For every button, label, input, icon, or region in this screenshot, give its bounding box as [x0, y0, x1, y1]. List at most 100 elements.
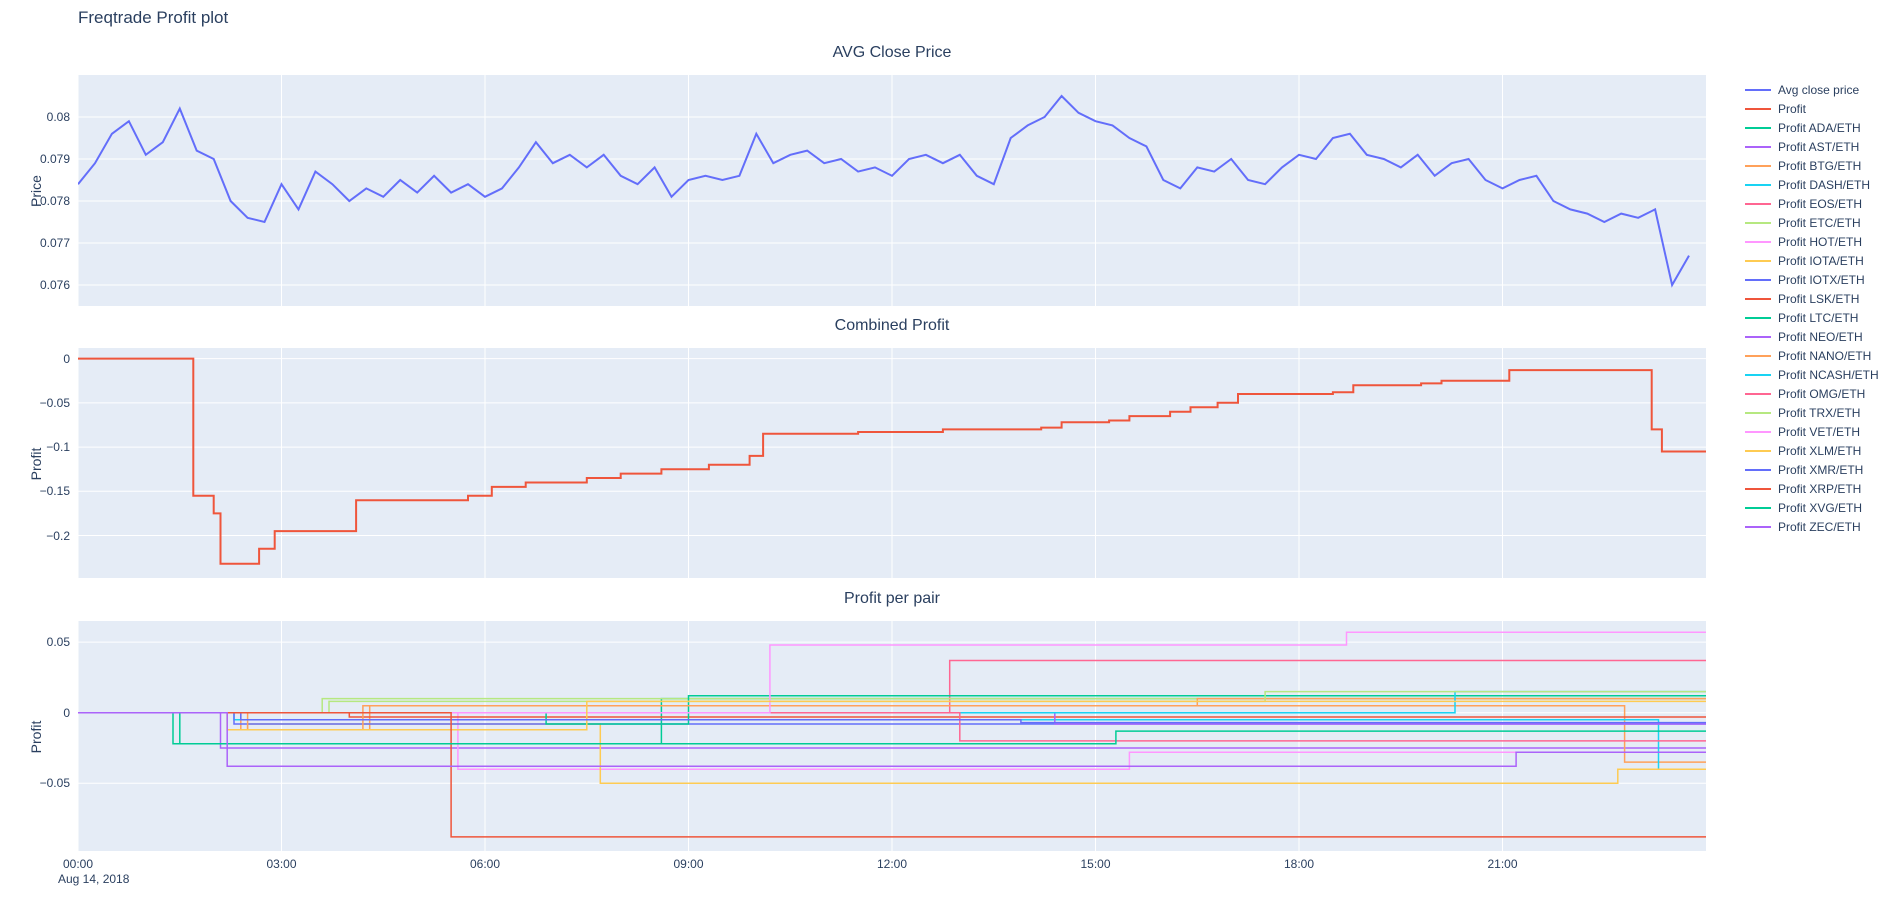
- series-profit-xrp-eth: [78, 711, 1706, 838]
- legend-label: Profit EOS/ETH: [1778, 196, 1863, 211]
- legend-line-swatch: [1745, 373, 1771, 376]
- legend-item-profit-xlm-eth[interactable]: Profit XLM/ETH: [1745, 441, 1895, 460]
- legend-line-swatch: [1745, 354, 1771, 357]
- x-tick-label: 03:00: [266, 857, 297, 871]
- legend-item-profit-ada-eth[interactable]: Profit ADA/ETH: [1745, 118, 1895, 137]
- legend-line-swatch: [1745, 164, 1771, 167]
- legend-item-profit-trx-eth[interactable]: Profit TRX/ETH: [1745, 403, 1895, 422]
- combined-profit-plot-area[interactable]: [78, 348, 1706, 578]
- legend-label: Profit ADA/ETH: [1778, 120, 1861, 135]
- legend-item-profit-xvg-eth[interactable]: Profit XVG/ETH: [1745, 498, 1895, 517]
- legend-label: Profit LSK/ETH: [1778, 291, 1860, 306]
- legend-label: Profit OMG/ETH: [1778, 386, 1866, 401]
- legend-item-profit-btg-eth[interactable]: Profit BTG/ETH: [1745, 156, 1895, 175]
- y-tick-label: 0.078: [39, 194, 70, 208]
- legend-label: Profit NANO/ETH: [1778, 348, 1872, 363]
- legend-line-swatch: [1745, 202, 1771, 205]
- legend-line-swatch: [1745, 392, 1771, 395]
- legend-line-swatch: [1745, 297, 1771, 300]
- legend-line-swatch: [1745, 240, 1771, 243]
- y-axis-label-price: Price: [28, 175, 44, 207]
- legend-line-swatch: [1745, 411, 1771, 414]
- series-avg-close-price: [78, 94, 1690, 288]
- legend-label: Profit IOTX/ETH: [1778, 272, 1865, 287]
- legend-line-swatch: [1745, 487, 1771, 490]
- y-tick-label: −0.05: [39, 395, 70, 410]
- legend-label: Profit XMR/ETH: [1778, 462, 1864, 477]
- legend-item-profit-ltc-eth[interactable]: Profit LTC/ETH: [1745, 308, 1895, 327]
- legend-line-swatch: [1745, 449, 1771, 452]
- series-profit: [78, 357, 1706, 565]
- y-tick-label: 0.077: [39, 236, 70, 250]
- legend-line-swatch: [1745, 506, 1771, 509]
- legend-item-profit-iota-eth[interactable]: Profit IOTA/ETH: [1745, 251, 1895, 270]
- x-tick-label: 06:00: [469, 857, 501, 871]
- legend-label: Avg close price: [1778, 82, 1860, 97]
- legend-label: Profit XLM/ETH: [1778, 443, 1862, 458]
- legend-label: Profit: [1778, 101, 1807, 116]
- y-tick-label: 0: [63, 705, 70, 720]
- legend-item-profit-vet-eth[interactable]: Profit VET/ETH: [1745, 422, 1895, 441]
- legend-label: Profit XRP/ETH: [1778, 481, 1862, 496]
- legend-line-swatch: [1745, 335, 1771, 338]
- legend-item-profit-nano-eth[interactable]: Profit NANO/ETH: [1745, 346, 1895, 365]
- x-tick-label: 00:00: [62, 857, 94, 871]
- legend-item-profit[interactable]: Profit: [1745, 99, 1895, 118]
- x-tick-label: 09:00: [673, 857, 704, 871]
- legend-item-profit-dash-eth[interactable]: Profit DASH/ETH: [1745, 175, 1895, 194]
- plot-canvas: [78, 75, 1706, 306]
- profit-per-pair-plot-area[interactable]: [78, 621, 1706, 851]
- x-tick-label: 15:00: [1080, 857, 1111, 871]
- legend-line-swatch: [1745, 468, 1771, 471]
- legend-item-profit-lsk-eth[interactable]: Profit LSK/ETH: [1745, 289, 1895, 308]
- legend-item-profit-ncash-eth[interactable]: Profit NCASH/ETH: [1745, 365, 1895, 384]
- legend-item-profit-xrp-eth[interactable]: Profit XRP/ETH: [1745, 479, 1895, 498]
- legend-label: Profit BTG/ETH: [1778, 158, 1862, 173]
- y-tick-label: −0.1: [46, 440, 70, 455]
- legend-line-swatch: [1745, 107, 1771, 110]
- y-tick-label: 0.08: [46, 110, 70, 124]
- x-axis-date-label: Aug 14, 2018: [58, 872, 130, 886]
- legend-item-profit-iotx-eth[interactable]: Profit IOTX/ETH: [1745, 270, 1895, 289]
- legend-label: Profit LTC/ETH: [1778, 310, 1859, 325]
- series-profit-zec-eth: [78, 711, 1706, 768]
- legend-item-profit-ast-eth[interactable]: Profit AST/ETH: [1745, 137, 1895, 156]
- legend-label: Profit ZEC/ETH: [1778, 519, 1861, 534]
- legend-item-avg-close-price[interactable]: Avg close price: [1745, 80, 1895, 99]
- legend-line-swatch: [1745, 316, 1771, 319]
- figure-title: Freqtrade Profit plot: [78, 8, 229, 27]
- legend-line-swatch: [1745, 126, 1771, 129]
- y-tick-label: −0.2: [46, 528, 70, 543]
- legend-item-profit-zec-eth[interactable]: Profit ZEC/ETH: [1745, 517, 1895, 536]
- series-profit-nano-eth: [78, 697, 1706, 731]
- legend-line-swatch: [1745, 259, 1771, 262]
- legend-line-swatch: [1745, 430, 1771, 433]
- legend-label: Profit DASH/ETH: [1778, 177, 1871, 192]
- legend-label: Profit AST/ETH: [1778, 139, 1860, 154]
- legend-line-swatch: [1745, 183, 1771, 186]
- y-tick-label: 0.076: [39, 278, 70, 292]
- subplot-title-avg-close-price: AVG Close Price: [832, 44, 952, 61]
- y-tick-label: −0.15: [39, 484, 70, 499]
- legend-item-profit-xmr-eth[interactable]: Profit XMR/ETH: [1745, 460, 1895, 479]
- subplot-title-combined-profit: Combined Profit: [834, 317, 950, 334]
- series-profit-vet-eth: [78, 631, 1706, 714]
- legend-item-profit-eos-eth[interactable]: Profit EOS/ETH: [1745, 194, 1895, 213]
- x-tick-label: 18:00: [1283, 857, 1315, 871]
- legend: Avg close price Profit Profit ADA/ETH Profi…: [1745, 80, 1895, 536]
- legend-label: Profit VET/ETH: [1778, 424, 1861, 439]
- legend-item-profit-neo-eth[interactable]: Profit NEO/ETH: [1745, 327, 1895, 346]
- legend-label: Profit XVG/ETH: [1778, 500, 1863, 515]
- legend-line-swatch: [1745, 145, 1771, 148]
- legend-item-profit-hot-eth[interactable]: Profit HOT/ETH: [1745, 232, 1895, 251]
- legend-item-profit-omg-eth[interactable]: Profit OMG/ETH: [1745, 384, 1895, 403]
- y-tick-label: 0.079: [39, 152, 70, 166]
- legend-line-swatch: [1745, 525, 1771, 528]
- legend-line-swatch: [1745, 88, 1771, 91]
- y-tick-label: 0.05: [46, 635, 70, 650]
- subplot-title-profit-per-pair: Profit per pair: [843, 590, 941, 607]
- x-tick-label: 21:00: [1487, 857, 1518, 871]
- legend-item-profit-etc-eth[interactable]: Profit ETC/ETH: [1745, 213, 1895, 232]
- avg-close-price-plot-area[interactable]: [78, 75, 1706, 306]
- y-tick-label: 0: [63, 351, 70, 366]
